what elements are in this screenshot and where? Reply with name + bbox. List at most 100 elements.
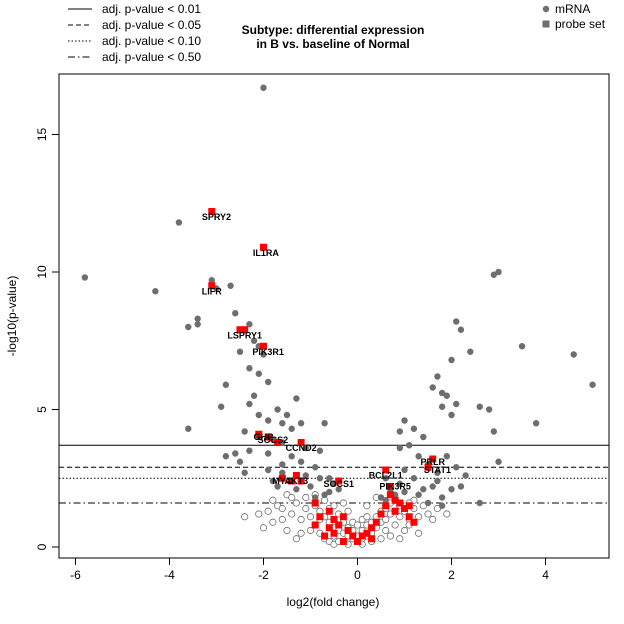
mrna-point — [278, 515, 286, 524]
mrna-point — [377, 535, 385, 543]
significant-mrna-points — [81, 84, 596, 509]
mrna-point — [283, 526, 291, 535]
mrna-point — [415, 513, 423, 521]
significant-mrna-point — [476, 499, 483, 507]
probe-set-point — [335, 521, 343, 529]
mrna-point — [382, 526, 390, 535]
probe-set-point — [377, 510, 385, 518]
threshold-legend-label-1: adj. p-value < 0.05 — [102, 18, 201, 32]
probe-set-point — [368, 535, 376, 543]
probe-set-point — [372, 518, 380, 526]
x-tick-label: -4 — [164, 568, 175, 582]
mrna-point — [302, 493, 310, 502]
significant-mrna-point — [448, 486, 455, 493]
probe-set-point — [292, 472, 300, 479]
probe-set-point — [330, 516, 338, 523]
significant-mrna-point — [241, 428, 248, 435]
significant-mrna-point — [302, 444, 309, 452]
significant-mrna-point — [260, 351, 267, 358]
gene-label: PIK3R5 — [379, 482, 411, 492]
mrna-point — [363, 502, 371, 510]
gene-label: STAT1 — [424, 465, 451, 475]
significant-mrna-point — [570, 351, 577, 358]
mrna-point — [292, 499, 300, 507]
significant-mrna-point — [589, 381, 596, 388]
significant-mrna-point — [194, 315, 201, 322]
mrna-point — [344, 507, 352, 515]
legend-probe-set-marker — [542, 20, 550, 28]
significant-mrna-point — [420, 486, 427, 493]
y-axis-label: -log10(p-value) — [5, 276, 19, 357]
significant-mrna-point — [532, 420, 540, 427]
probe-set-point — [382, 466, 390, 474]
significant-mrna-point — [401, 466, 408, 474]
significant-mrna-point — [485, 406, 493, 413]
gene-label: MYC — [272, 476, 293, 486]
significant-mrna-point — [438, 389, 446, 397]
significant-mrna-point — [438, 494, 446, 501]
significant-mrna-point — [264, 450, 272, 457]
probe-set-point — [278, 474, 286, 482]
significant-mrna-point — [241, 469, 248, 476]
probe-set-point — [297, 439, 305, 446]
significant-mrna-point — [255, 411, 262, 419]
significant-mrna-point — [495, 458, 502, 465]
gene-label: AKT3 — [285, 476, 309, 486]
mrna-point — [391, 521, 399, 529]
mrna-point — [353, 521, 362, 529]
significant-mrna-point — [279, 469, 286, 476]
significant-mrna-point — [222, 381, 230, 388]
probe-set-point — [349, 532, 357, 540]
y-tick-label: 5 — [35, 406, 49, 413]
significant-mrna-point — [152, 288, 159, 295]
gene-label: SOCS1 — [323, 479, 354, 489]
significant-mrna-point — [236, 458, 244, 465]
significant-mrna-point — [396, 444, 404, 452]
gene-label: SOCS2 — [258, 435, 289, 445]
significant-mrna-point — [81, 274, 89, 281]
probe-set-point — [311, 521, 319, 529]
probe-set-point — [405, 502, 413, 510]
significant-mrna-point — [279, 420, 286, 427]
significant-mrna-point — [420, 433, 427, 441]
mrna-point — [306, 526, 315, 535]
significant-mrna-point — [443, 453, 451, 460]
mrna-point — [443, 510, 451, 518]
significant-mrna-point — [457, 326, 465, 333]
probe-set-point — [396, 499, 404, 507]
probe-set-point — [325, 524, 333, 532]
threshold-lines — [59, 444, 609, 504]
significant-mrna-point — [307, 483, 314, 490]
significant-mrna-point — [326, 475, 333, 482]
significant-mrna-point — [434, 477, 441, 485]
probe-set-point — [255, 430, 263, 438]
probe-set-point — [405, 513, 413, 521]
mrna-point — [396, 535, 404, 543]
probe-set-point — [401, 505, 409, 512]
probe-set-point — [410, 518, 418, 526]
mrna-point — [386, 532, 395, 540]
mrna-point — [382, 515, 390, 524]
probe-set-point — [368, 524, 376, 532]
probe-set-point — [208, 208, 216, 215]
x-axis-label: log2(fold change) — [287, 595, 380, 609]
x-tick-label: 2 — [448, 568, 455, 582]
probe-set-point — [321, 532, 329, 540]
significant-mrna-point — [467, 348, 474, 355]
significant-mrna-point — [288, 453, 295, 460]
significant-mrna-point — [302, 472, 309, 479]
significant-mrna-point — [279, 461, 286, 468]
probe-set-point — [316, 513, 324, 521]
threshold-legend-label-0: adj. p-value < 0.01 — [102, 2, 201, 16]
legend-label-1: probe set — [555, 17, 606, 31]
x-axis: -6 -4 -2 0 2 4 — [70, 557, 549, 582]
significant-mrna-point — [293, 486, 300, 493]
mrna-point — [396, 513, 404, 521]
significant-mrna-point — [406, 442, 413, 449]
significant-mrna-point — [250, 392, 258, 399]
probe-set-point — [429, 455, 437, 463]
significant-mrna-point — [250, 337, 258, 344]
significant-mrna-point — [274, 406, 281, 413]
mrna-point — [269, 518, 277, 526]
significant-mrna-point — [438, 403, 446, 410]
